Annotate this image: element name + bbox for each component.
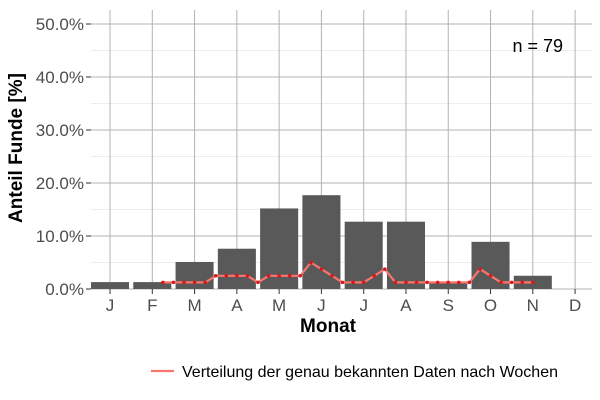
series-point-15 <box>309 260 313 265</box>
bar-4 <box>217 248 256 289</box>
series-point-19 <box>351 280 355 285</box>
series-point-33 <box>499 280 503 285</box>
x-tick-label: J <box>317 296 326 315</box>
series-point-10 <box>256 280 260 285</box>
series-point-9 <box>245 273 250 278</box>
series-point-6 <box>213 273 218 278</box>
y-tick-label: 20.0% <box>36 174 84 193</box>
weekly-distribution-line <box>161 260 535 285</box>
bar-7 <box>344 221 383 289</box>
x-tick-label: J <box>106 296 115 315</box>
legend-label: Verteilung der genau bekannten Daten nac… <box>182 364 558 381</box>
series-point-20 <box>361 280 366 285</box>
x-tick-label: D <box>569 296 581 315</box>
x-tick-label: M <box>272 296 286 315</box>
x-tick-label: A <box>400 296 412 315</box>
series-point-7 <box>224 273 229 278</box>
series-point-1 <box>161 280 165 285</box>
series-point-5 <box>203 280 207 285</box>
y-axis-ticks: 0.0% 10.0% 20.0% 30.0% 40.0% 50.0% <box>36 15 91 299</box>
series-point-11 <box>266 273 271 278</box>
x-tick-label: N <box>527 296 539 315</box>
series-point-8 <box>235 273 239 278</box>
bar-1 <box>91 282 130 289</box>
series-point-13 <box>287 273 292 278</box>
y-tick-label: 0.0% <box>45 280 84 299</box>
y-tick-label: 10.0% <box>36 227 84 246</box>
legend: Verteilung der genau bekannten Daten nac… <box>151 364 558 381</box>
series-point-22 <box>383 267 387 271</box>
series-point-28 <box>446 280 451 285</box>
x-tick-label: F <box>147 296 157 315</box>
series-point-29 <box>457 280 461 285</box>
series-point-14 <box>298 273 303 278</box>
series-point-3 <box>182 280 186 285</box>
x-tick-label: M <box>187 296 201 315</box>
series-point-30 <box>467 280 472 285</box>
series-point-26 <box>425 280 429 285</box>
bar-6 <box>302 195 341 289</box>
bar-9 <box>429 282 468 289</box>
y-tick-label: 50.0% <box>36 15 84 34</box>
series-point-27 <box>435 280 440 285</box>
series-point-18 <box>340 280 345 285</box>
sample-size-annotation: n = 79 <box>512 36 563 56</box>
series-point-36 <box>531 280 535 285</box>
series-point-2 <box>171 280 176 285</box>
bar-2 <box>133 282 172 289</box>
bar-10 <box>471 241 510 289</box>
series-point-34 <box>509 280 514 285</box>
series-point-23 <box>393 280 398 285</box>
series-point-24 <box>404 280 408 285</box>
bar-3 <box>175 261 214 289</box>
series-point-17 <box>330 273 334 278</box>
y-axis-title: Anteil Funde [%] <box>6 73 27 223</box>
x-tick-label: J <box>359 296 368 315</box>
series-point-21 <box>372 273 377 278</box>
bars <box>91 195 552 289</box>
grid-lines <box>91 10 592 290</box>
series-point-32 <box>488 273 493 278</box>
x-tick-label: S <box>443 296 454 315</box>
series-point-4 <box>192 280 197 285</box>
series-point-31 <box>478 267 482 271</box>
x-tick-label: O <box>484 296 497 315</box>
series-point-16 <box>319 267 324 271</box>
y-tick-label: 40.0% <box>36 68 84 87</box>
bar-8 <box>386 221 425 289</box>
series-point-25 <box>414 280 419 285</box>
x-axis-title: Monat <box>300 316 357 337</box>
y-tick-label: 30.0% <box>36 121 84 140</box>
x-tick-label: A <box>231 296 243 315</box>
series-point-12 <box>277 273 281 278</box>
series-point-35 <box>520 280 525 285</box>
